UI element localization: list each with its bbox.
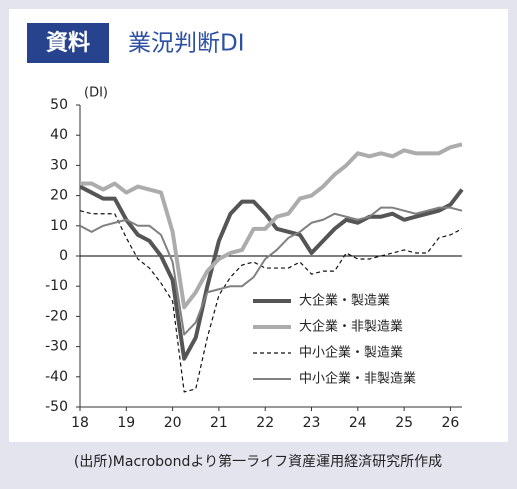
x-tick-label: 19	[117, 415, 135, 431]
badge: 資料	[46, 30, 90, 56]
y-tick-label: -50	[45, 399, 68, 415]
badge-box	[27, 23, 109, 63]
source: (出所)Macrobondより第一ライフ資産運用経済研究所作成	[74, 453, 442, 470]
x-tick-label: 23	[303, 415, 321, 431]
legend-label: 大企業・非製造業	[299, 319, 403, 335]
series-line	[79, 210, 463, 393]
y-tick-label: 50	[50, 97, 68, 113]
y-tick-label: 20	[50, 188, 68, 204]
y-axis-label: (DI)	[84, 86, 108, 101]
y-tick-label: 10	[50, 218, 68, 234]
y-tick-label: -40	[45, 369, 68, 385]
x-tick-label: 25	[395, 415, 413, 431]
x-tick-label: 24	[349, 415, 367, 431]
panel	[9, 9, 508, 442]
y-tick-label: 30	[50, 157, 68, 173]
x-tick-label: 20	[164, 415, 182, 431]
legend-label: 大企業・製造業	[299, 293, 390, 309]
y-tick-label: -30	[45, 339, 68, 355]
y-tick-label: -20	[45, 308, 68, 324]
series-line	[79, 206, 463, 336]
x-tick-label: 18	[71, 415, 89, 431]
x-tick-label: 22	[256, 415, 274, 431]
legend-label: 中小企業・非製造業	[299, 371, 416, 387]
y-tick-label: 40	[50, 127, 68, 143]
x-tick-label: 21	[210, 415, 228, 431]
x-tick-label: 26	[442, 415, 460, 431]
chart-title: 業況判断DI	[128, 31, 245, 57]
y-tick-label: 0	[59, 248, 68, 264]
legend-label: 中小企業・製造業	[299, 345, 403, 361]
series-line	[80, 142, 463, 310]
y-tick-label: -10	[45, 278, 68, 294]
